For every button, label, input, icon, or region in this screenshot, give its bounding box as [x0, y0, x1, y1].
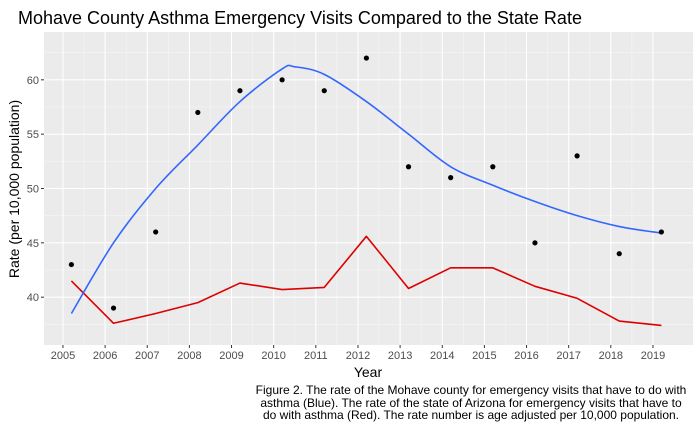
data-point — [490, 164, 496, 170]
y-tick-label: 55 — [27, 129, 39, 141]
x-tick-label: 2008 — [177, 350, 201, 362]
x-axis-title: Year — [354, 364, 383, 380]
caption-line: Figure 2. The rate of the Mohave county … — [255, 383, 687, 397]
x-tick-label: 2011 — [304, 350, 328, 362]
x-tick-label: 2005 — [51, 350, 75, 362]
y-axis-title: Rate (per 10,000 population) — [6, 100, 22, 278]
figure-caption: Figure 2. The rate of the Mohave county … — [250, 384, 692, 422]
y-tick-label: 60 — [27, 75, 39, 87]
data-point — [68, 261, 74, 268]
data-point — [153, 229, 159, 235]
data-point — [574, 153, 580, 159]
series-layer — [68, 55, 664, 327]
x-tick-label: 2007 — [135, 350, 159, 362]
data-point — [532, 240, 538, 246]
x-tick-label: 2012 — [346, 350, 370, 362]
data-point — [321, 88, 327, 94]
data-point — [363, 55, 369, 61]
series-line-red — [70, 235, 662, 327]
data-point — [448, 175, 454, 181]
x-tick-label: 2018 — [599, 350, 623, 362]
data-point — [195, 109, 201, 116]
x-tick-label: 2013 — [388, 350, 412, 362]
chart-title: Mohave County Asthma Emergency Visits Co… — [18, 8, 582, 28]
x-tick-label: 2015 — [472, 350, 496, 362]
data-point — [110, 305, 117, 311]
data-point — [405, 164, 412, 170]
caption-line: asthma (Blue). The rate of the state of … — [260, 395, 682, 410]
data-point — [279, 77, 285, 83]
x-tick-label: 2016 — [514, 350, 538, 362]
data-point — [658, 229, 664, 235]
data-point — [616, 251, 622, 257]
x-tick-label: 2014 — [430, 350, 454, 362]
x-axis: 2005 2006 2007 2008 2009 2010 2011 2012 2013 2014… — [51, 345, 665, 362]
x-tick-label: 2017 — [556, 350, 580, 362]
x-tick-label: 2010 — [261, 350, 285, 362]
y-tick-label: 50 — [27, 184, 39, 196]
y-tick-label: 40 — [27, 292, 39, 304]
y-axis: 40 45 50 55 60 — [27, 75, 44, 304]
grid-major — [44, 32, 693, 345]
caption-line: do with asthma (Red). The rate number is… — [262, 408, 680, 422]
data-point — [237, 88, 243, 94]
x-tick-label: 2006 — [93, 350, 117, 362]
series-line-blue — [70, 64, 662, 314]
x-tick-label: 2019 — [641, 350, 665, 362]
x-tick-label: 2009 — [219, 350, 243, 362]
y-tick-label: 45 — [27, 238, 39, 250]
